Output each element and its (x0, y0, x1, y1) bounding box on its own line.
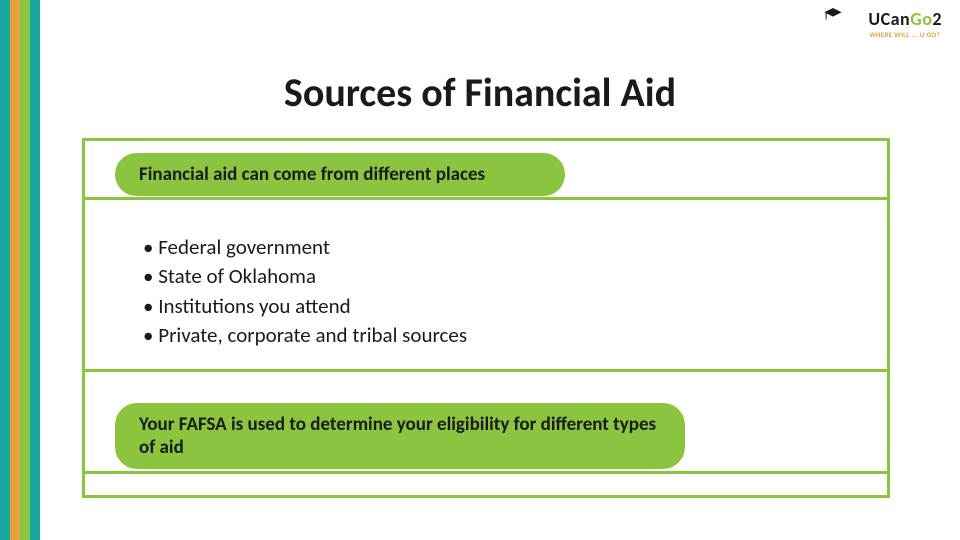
info-card: Financial aid can come from different pl… (82, 138, 890, 498)
card-heading-sources-text: Financial aid can come from different pl… (139, 163, 485, 186)
bullet-item: Private, corporate and tribal sources (143, 321, 467, 350)
bullet-item: State of Oklahoma (143, 262, 467, 291)
logo-word-go: Go (910, 8, 932, 30)
bullet-item: Institutions you attend (143, 292, 467, 321)
page-title: Sources of Financial Aid (0, 68, 960, 117)
bullet-item: Federal government (143, 233, 467, 262)
card-heading-fafsa: Your FAFSA is used to determine your eli… (115, 403, 685, 469)
card-heading-sources: Financial aid can come from different pl… (115, 153, 565, 196)
logo-tagline: WHERE WILL ... U GO? (869, 30, 940, 39)
logo-word-can: Can (881, 8, 911, 30)
logo-letter-u: U (868, 8, 880, 30)
bullet-list: Federal government State of Oklahoma Ins… (143, 233, 467, 351)
card-heading-fafsa-text: Your FAFSA is used to determine your eli… (139, 413, 656, 459)
logo: UCanGo2 (868, 8, 942, 30)
grad-cap-icon (824, 8, 842, 20)
card-separator-top (85, 197, 887, 200)
card-separator-mid (85, 369, 887, 372)
card-separator-bottom (85, 471, 887, 474)
logo-number-2: 2 (932, 8, 942, 30)
